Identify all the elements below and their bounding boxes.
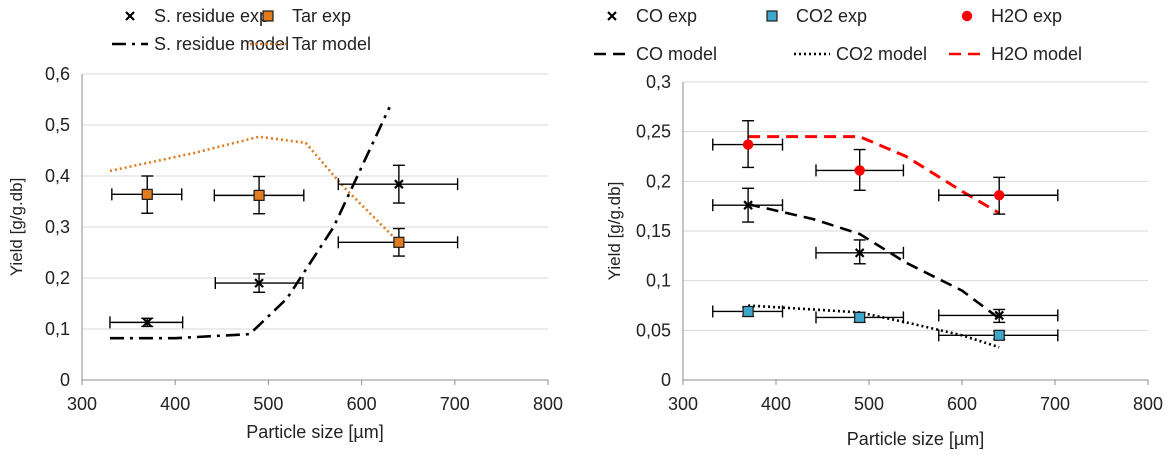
y-tick-label: 0,4 (45, 166, 70, 186)
x-tick-label: 300 (67, 394, 97, 414)
s-residue-exp-point (142, 317, 153, 328)
x-tick-label: 800 (1133, 394, 1163, 414)
legend-tar-exp-swatch (262, 10, 274, 22)
chart-solid-residue-tar: 300 400 500 600 700 800 0 0,1 0,2 0,3 0,4 0,5 0,6 Par… (7, 6, 563, 442)
co2-exp-point (742, 305, 754, 318)
s-residue-exp-point (394, 179, 404, 189)
x-tick-label: 800 (533, 394, 563, 414)
tar-exp-point (253, 189, 265, 201)
h2o-exp-point (994, 190, 1005, 201)
legend-co-model-label: CO model (636, 44, 717, 64)
legend-s-residue-model-label: S. residue model (154, 34, 289, 54)
legend-co2-exp-label: CO2 exp (796, 6, 867, 26)
x-tick-label: 600 (947, 394, 977, 414)
y-tick-label: 0,3 (45, 217, 70, 237)
legend-co-exp-swatch (607, 11, 617, 21)
legend-co-exp: CO exp (607, 6, 697, 26)
co-exp-point (994, 310, 1004, 321)
legend-h2o-exp: H2O exp (961, 6, 1062, 26)
legend-s-residue-exp-swatch (125, 11, 135, 21)
y-tick-label: 0,2 (45, 268, 70, 288)
y-tick-label: 0,3 (646, 72, 671, 92)
y-tick-label: 0,1 (646, 271, 671, 291)
s-residue-model-line (109, 106, 391, 340)
x-tick-label: 600 (347, 394, 377, 414)
h2o-exp-point (742, 139, 754, 150)
legend-tar-exp-label: Tar exp (292, 6, 351, 26)
legend-co2-model: CO2 model (794, 44, 927, 64)
h2o-exp-point (854, 165, 865, 176)
legend-tar-model-label: Tar model (292, 34, 371, 54)
x-axis-label: Particle size [µm] (847, 429, 984, 449)
y-tick-label: 0,25 (636, 122, 671, 142)
tar-model-line (109, 135, 400, 244)
y-axis-label: Yield [g/g.db] (7, 178, 26, 277)
legend-co-model: CO model (594, 44, 717, 64)
co-model-line (747, 202, 1000, 320)
x-tick-label: 500 (854, 394, 884, 414)
tar-exp-point (393, 236, 405, 248)
y-tick-label: 0 (60, 370, 70, 390)
x-tick-label: 700 (440, 394, 470, 414)
x-tick-label: 500 (253, 394, 283, 414)
x-axis-label: Particle size [µm] (246, 422, 383, 442)
x-tick-label: 400 (160, 394, 190, 414)
y-tick-label: 0,05 (636, 320, 671, 340)
legend-co2-exp-swatch (766, 10, 778, 22)
tar-exp-point (141, 188, 153, 200)
legend-h2o-model-label: H2O model (991, 44, 1082, 64)
co2-exp-point (854, 311, 866, 324)
legend-h2o-exp-label: H2O exp (991, 6, 1062, 26)
co-exp-point (743, 200, 753, 210)
y-axis-label: Yield [g/g.db] (605, 182, 624, 281)
y-tick-label: 0 (661, 370, 671, 390)
x-tick-label: 400 (761, 394, 791, 414)
y-tick-label: 0,6 (45, 64, 70, 84)
co-exp-point (854, 248, 865, 258)
s-residue-exp-point (254, 278, 264, 288)
chart-gas-yields: 300 400 500 600 700 800 0 0,05 0,1 0,15 0,2 0,25 0,3… (594, 6, 1163, 449)
x-tick-label: 700 (1040, 394, 1070, 414)
y-tick-label: 0,1 (45, 319, 70, 339)
co2-exp-point (993, 329, 1005, 341)
legend-h2o-exp-swatch (961, 10, 973, 22)
legend-co2-model-label: CO2 model (836, 44, 927, 64)
x-tick-label: 300 (668, 394, 698, 414)
legend-tar-model: Tar model (250, 34, 371, 54)
y-tick-label: 0,5 (45, 115, 70, 135)
co2-model-line (748, 304, 1000, 349)
legend-s-residue-model: S. residue model (112, 34, 289, 54)
h2o-model-line (748, 135, 1000, 215)
y-tick-label: 0,15 (636, 221, 671, 241)
legend-s-residue-exp: S. residue exp (125, 6, 269, 26)
y-tick-label: 0,2 (646, 171, 671, 191)
legend-s-residue-exp-label: S. residue exp (154, 6, 269, 26)
legend-h2o-model: H2O model (949, 44, 1082, 64)
legend-co-exp-label: CO exp (636, 6, 697, 26)
legend-tar-exp: Tar exp (262, 6, 351, 26)
s-residue-exp-errorbar (214, 273, 304, 293)
legend-co2-exp: CO2 exp (766, 6, 867, 26)
